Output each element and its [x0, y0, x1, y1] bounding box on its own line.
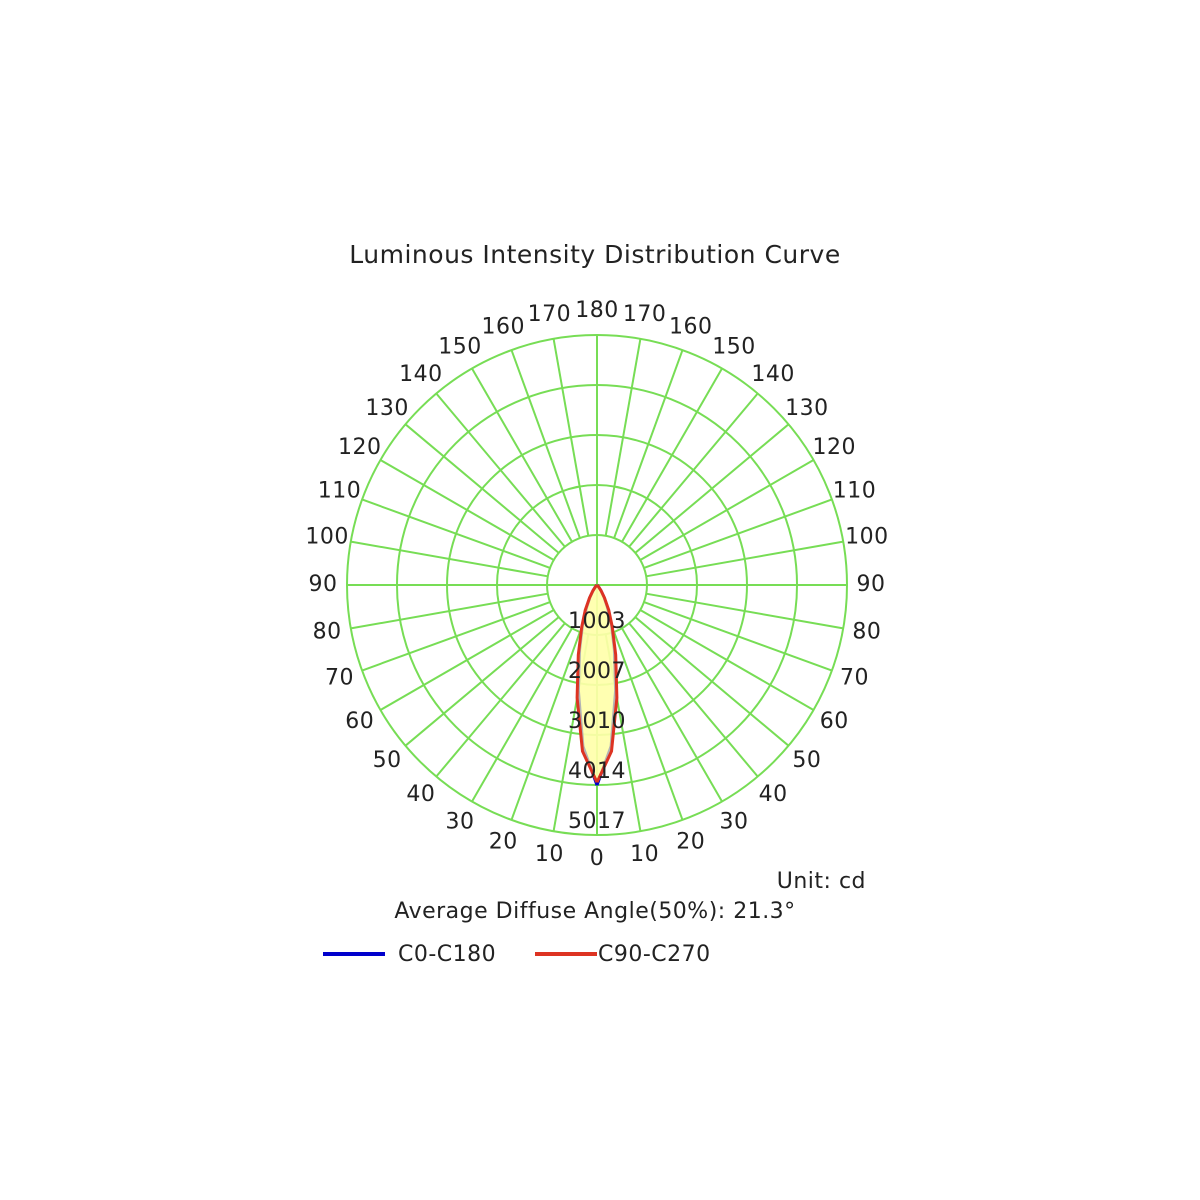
grid-spoke	[510, 631, 581, 821]
intensity-label: 2007	[568, 659, 626, 684]
grid-spoke	[634, 616, 790, 747]
angle-label: 180	[575, 298, 619, 323]
grid-spoke	[604, 338, 642, 536]
grid-spoke	[639, 609, 815, 711]
angle-label: 70	[840, 666, 869, 691]
grid-spoke	[628, 622, 759, 778]
grid-spoke	[404, 616, 560, 747]
intensity-label: 5017	[568, 809, 626, 834]
legend-label: C90-C270	[598, 942, 711, 967]
grid-spoke	[510, 349, 581, 539]
angle-label: 160	[482, 315, 526, 340]
angle-label: 140	[751, 362, 795, 387]
angle-label: 90	[857, 572, 886, 597]
curves	[575, 583, 619, 786]
intensity-label: 3010	[568, 709, 626, 734]
angle-label: 150	[712, 335, 756, 360]
angle-label: 80	[313, 620, 342, 645]
angle-label: 60	[345, 709, 374, 734]
grid-spoke	[613, 349, 684, 539]
angle-label: 130	[785, 396, 829, 421]
angle-label: 40	[406, 782, 435, 807]
angle-label: 50	[792, 748, 821, 773]
angle-label: 110	[833, 478, 877, 503]
angle-label: 110	[318, 478, 362, 503]
angle-label: 80	[852, 620, 881, 645]
angle-label: 70	[325, 666, 354, 691]
angle-label: 160	[669, 315, 713, 340]
grid-spoke	[350, 592, 548, 630]
angle-label: 50	[373, 748, 402, 773]
angle-label: 170	[528, 302, 572, 327]
grid-spoke	[379, 609, 555, 711]
grid-spoke	[379, 459, 555, 561]
grid-spoke	[634, 423, 790, 554]
angle-label: 150	[438, 335, 482, 360]
angle-label: 170	[623, 302, 667, 327]
grid-spoke	[643, 601, 833, 672]
legend-label: C0-C180	[398, 942, 496, 967]
intensity-label: 4014	[568, 759, 626, 784]
angle-label: 30	[720, 809, 749, 834]
angle-label: 120	[338, 435, 382, 460]
angle-label: 30	[446, 809, 475, 834]
angle-label: 60	[820, 709, 849, 734]
angle-label: 20	[676, 829, 705, 854]
grid-spoke	[621, 627, 723, 803]
grid-spoke	[361, 498, 551, 569]
angle-label: 140	[399, 362, 443, 387]
angle-label: 0	[590, 846, 605, 871]
grid-spoke	[471, 627, 573, 803]
intensity-label: 1003	[568, 609, 626, 634]
angle-label: 40	[759, 782, 788, 807]
annotation: Average Diffuse Angle(50%): 21.3°	[394, 899, 795, 924]
grid-spoke	[643, 498, 833, 569]
chart-title: Luminous Intensity Distribution Curve	[349, 240, 840, 269]
grid-spoke	[646, 592, 844, 630]
grid-spoke	[471, 367, 573, 543]
angle-label: 10	[630, 842, 659, 867]
angle-label: 100	[305, 524, 349, 549]
angle-label: 90	[309, 572, 338, 597]
unit-label: Unit: cd	[777, 869, 866, 894]
angle-label: 100	[845, 524, 889, 549]
grid-spoke	[646, 540, 844, 578]
grid-spoke	[435, 392, 566, 548]
grid-spoke	[404, 423, 560, 554]
grid-spoke	[613, 631, 684, 821]
angle-label: 10	[535, 842, 564, 867]
angle-label: 130	[365, 396, 409, 421]
grid-spoke	[350, 540, 548, 578]
intensity-curve	[575, 583, 599, 783]
grid-spoke	[552, 338, 590, 536]
angle-label: 120	[813, 435, 857, 460]
grid-spoke	[621, 367, 723, 543]
legend: C0-C180 C90-C270	[323, 942, 711, 967]
grid-spoke	[628, 392, 759, 548]
grid-spoke	[639, 459, 815, 561]
grid-spoke	[361, 601, 551, 672]
grid-spoke	[435, 622, 566, 778]
angle-label: 20	[489, 829, 518, 854]
